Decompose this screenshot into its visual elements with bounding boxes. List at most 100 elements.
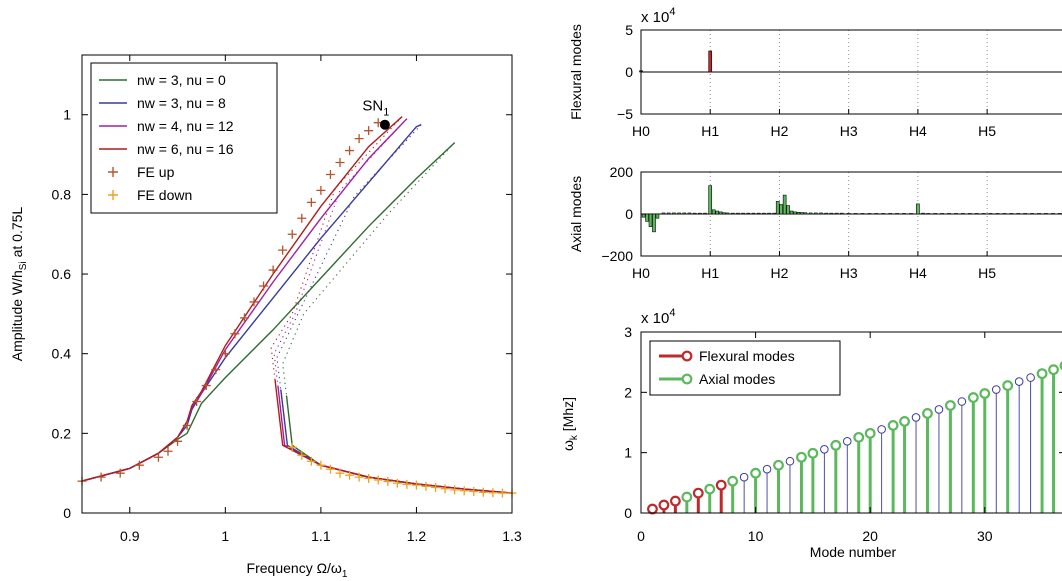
fe-marker-5-2 xyxy=(306,456,316,466)
legend-label-4: FE up xyxy=(137,164,175,180)
mode-marker-35 xyxy=(1036,368,1048,380)
mode-marker-32 xyxy=(1002,380,1014,391)
fe-marker-4-1 xyxy=(96,472,106,482)
fe-marker-5-15 xyxy=(431,483,441,493)
p3-bar-40 xyxy=(819,212,823,215)
p3-bar-58 xyxy=(933,213,938,215)
fe-marker-4-26 xyxy=(364,126,374,136)
x-tick-label-1: 1 xyxy=(221,528,229,544)
series-3-unstable-branch xyxy=(270,116,403,380)
y-tick-label-5: 1 xyxy=(63,107,71,123)
fe-marker-4-6 xyxy=(173,436,183,446)
axial-bars xyxy=(641,185,1062,233)
x-tick-label-4: 1.3 xyxy=(502,528,522,544)
series-1-stable-lower-branch xyxy=(280,389,513,494)
p3-bar-15 xyxy=(711,209,716,215)
mode-number-axis-label: Mode number xyxy=(810,544,897,560)
p3-bar-50 xyxy=(881,213,886,215)
fe-marker-5-0 xyxy=(287,442,297,452)
mode-marker-28 xyxy=(957,397,967,406)
mode-marker-26 xyxy=(934,405,944,414)
p3-y-tick-label-2: 200 xyxy=(610,164,634,180)
mode-marker-19 xyxy=(853,431,865,443)
p3-bar-38 xyxy=(808,212,813,215)
p3-bar-9 xyxy=(682,212,687,215)
p3-bar-66 xyxy=(988,213,993,215)
fe-marker-4-18 xyxy=(287,229,297,239)
mode-legend-marker-1 xyxy=(681,373,693,385)
mode-marker-15 xyxy=(807,447,819,459)
p3-bar-24 xyxy=(751,212,756,215)
mode-marker-4 xyxy=(681,491,693,503)
x-tick-label-3: 1.2 xyxy=(407,528,427,544)
p3-category-label-4: H4 xyxy=(909,265,927,281)
p2-category-label-5: H5 xyxy=(978,123,996,139)
p3-bar-29 xyxy=(775,201,780,215)
series-2-unstable-branch xyxy=(273,118,408,386)
fe-markers xyxy=(77,118,517,498)
p2-category-label-0: H0 xyxy=(632,123,650,139)
natural-frequency-legend: Flexural modes Axial modes xyxy=(649,340,841,396)
p3-bar-64 xyxy=(974,213,979,215)
natural-frequency-ticks: 0 10 20 30 0 1 2 3 xyxy=(624,324,1062,544)
p3-bar-53 xyxy=(902,213,906,215)
fe-marker-5-18 xyxy=(459,486,469,496)
p3-bar-43 xyxy=(834,212,839,215)
p3-bar-69 xyxy=(1009,213,1014,215)
p3-bar-23 xyxy=(746,212,751,215)
flexural-bars xyxy=(639,50,713,73)
saddle-node-label: SN1 xyxy=(362,98,389,119)
p3-bar-67 xyxy=(995,213,1000,215)
mode-marker-8 xyxy=(727,475,739,487)
p3-bar-26 xyxy=(762,212,766,215)
p3-bar-5 xyxy=(661,212,666,215)
natural-frequency-panel: 0 10 20 30 0 1 2 3 x 104 Flexural modes Axial mo… xyxy=(560,307,1062,560)
p3-bar-63 xyxy=(968,213,972,215)
fe-marker-5-12 xyxy=(402,479,412,489)
frequency-response-ticks xyxy=(82,55,513,514)
mode-marker-5 xyxy=(692,487,704,499)
p3-bar-8 xyxy=(677,212,681,215)
mode-y-tick-label-2: 2 xyxy=(624,384,632,400)
p2-y-tick-label-1: 0 xyxy=(625,64,633,80)
p2-category-label-4: H4 xyxy=(909,123,927,139)
p3-bar-57 xyxy=(926,213,931,215)
p3-bar-48 xyxy=(867,213,872,215)
p3-bar-70 xyxy=(1016,213,1021,215)
p3-bar-18 xyxy=(722,212,726,215)
fe-marker-4-19 xyxy=(297,213,307,223)
legend-box xyxy=(90,62,278,214)
amplitude-axis-label: Amplitude W/hSi at 0.75L xyxy=(9,207,29,362)
fe-marker-4-22 xyxy=(325,169,335,179)
p3-bar-65 xyxy=(981,213,986,215)
mode-marker-24 xyxy=(911,413,921,422)
mode-marker-2 xyxy=(658,499,670,511)
fe-marker-4-24 xyxy=(345,146,355,156)
fe-marker-5-7 xyxy=(354,472,364,482)
p3-y-tick-label-0: −200 xyxy=(601,248,633,264)
series-3-stable-lower-branch xyxy=(274,379,513,494)
p3-y-tick-label-1: 0 xyxy=(625,206,633,222)
p3-bar-74 xyxy=(1044,213,1048,215)
axial-modes-panel: H0 H1 H2 H3 H4 H5 −200 0 200 Axial modes xyxy=(568,164,1062,281)
fe-marker-5-16 xyxy=(440,484,450,494)
p3-bar-30 xyxy=(779,204,783,215)
fe-marker-5-8 xyxy=(364,473,374,483)
p3-bar-52 xyxy=(895,213,899,215)
p3-bar-33 xyxy=(789,210,794,215)
frequency-response-legend: nw = 3, nu = 0 nw = 3, nu = 8 nw = 4, nu =… xyxy=(90,62,278,214)
flexural-multiplier: x 104 xyxy=(641,6,675,26)
fe-marker-4-15 xyxy=(259,281,269,291)
mode-marker-33 xyxy=(1014,377,1024,386)
mode-marker-34 xyxy=(1026,373,1035,382)
p3-bar-14 xyxy=(708,185,713,215)
p3-bar-41 xyxy=(824,212,828,215)
fe-marker-4-4 xyxy=(153,452,163,462)
mode-x-tick-label-1: 10 xyxy=(748,528,764,544)
mode-marker-30 xyxy=(979,388,991,399)
mode-marker-1 xyxy=(647,503,658,515)
y-tick-label-3: 0.6 xyxy=(52,266,72,282)
p3-bar-46 xyxy=(853,213,858,215)
p3-bar-51 xyxy=(888,213,893,215)
mode-marker-7 xyxy=(715,479,727,491)
